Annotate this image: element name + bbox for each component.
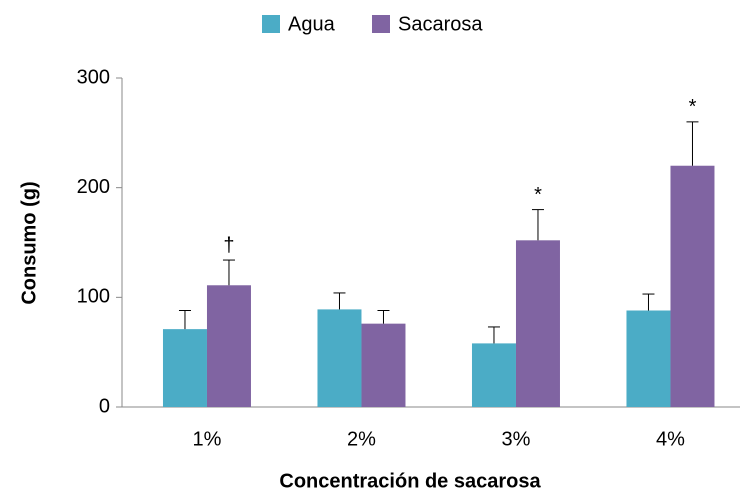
bar <box>515 240 560 407</box>
y-axis-label: Consumo (g) <box>18 181 40 304</box>
x-tick-label: 1% <box>193 428 222 450</box>
legend-label: Sacarosa <box>398 13 483 35</box>
bar <box>670 165 715 407</box>
legend-label: Agua <box>288 13 336 35</box>
legend-swatch <box>372 15 390 33</box>
x-axis-label: Concentración de sacarosa <box>279 470 541 492</box>
y-tick-label: 300 <box>77 66 110 88</box>
bar <box>317 309 362 407</box>
legend-swatch <box>262 15 280 33</box>
x-tick-label: 2% <box>347 428 376 450</box>
x-tick-label: 4% <box>656 428 685 450</box>
y-tick-label: 0 <box>99 395 110 417</box>
y-tick-label: 200 <box>77 176 110 198</box>
x-tick-label: 3% <box>502 428 531 450</box>
bar <box>206 285 251 407</box>
annotation: * <box>534 184 542 206</box>
bar <box>471 343 516 407</box>
bar <box>361 323 406 407</box>
annotation: * <box>689 96 697 118</box>
bar <box>162 329 207 407</box>
y-tick-label: 100 <box>77 286 110 308</box>
bar <box>626 310 671 407</box>
annotation: † <box>223 234 234 256</box>
